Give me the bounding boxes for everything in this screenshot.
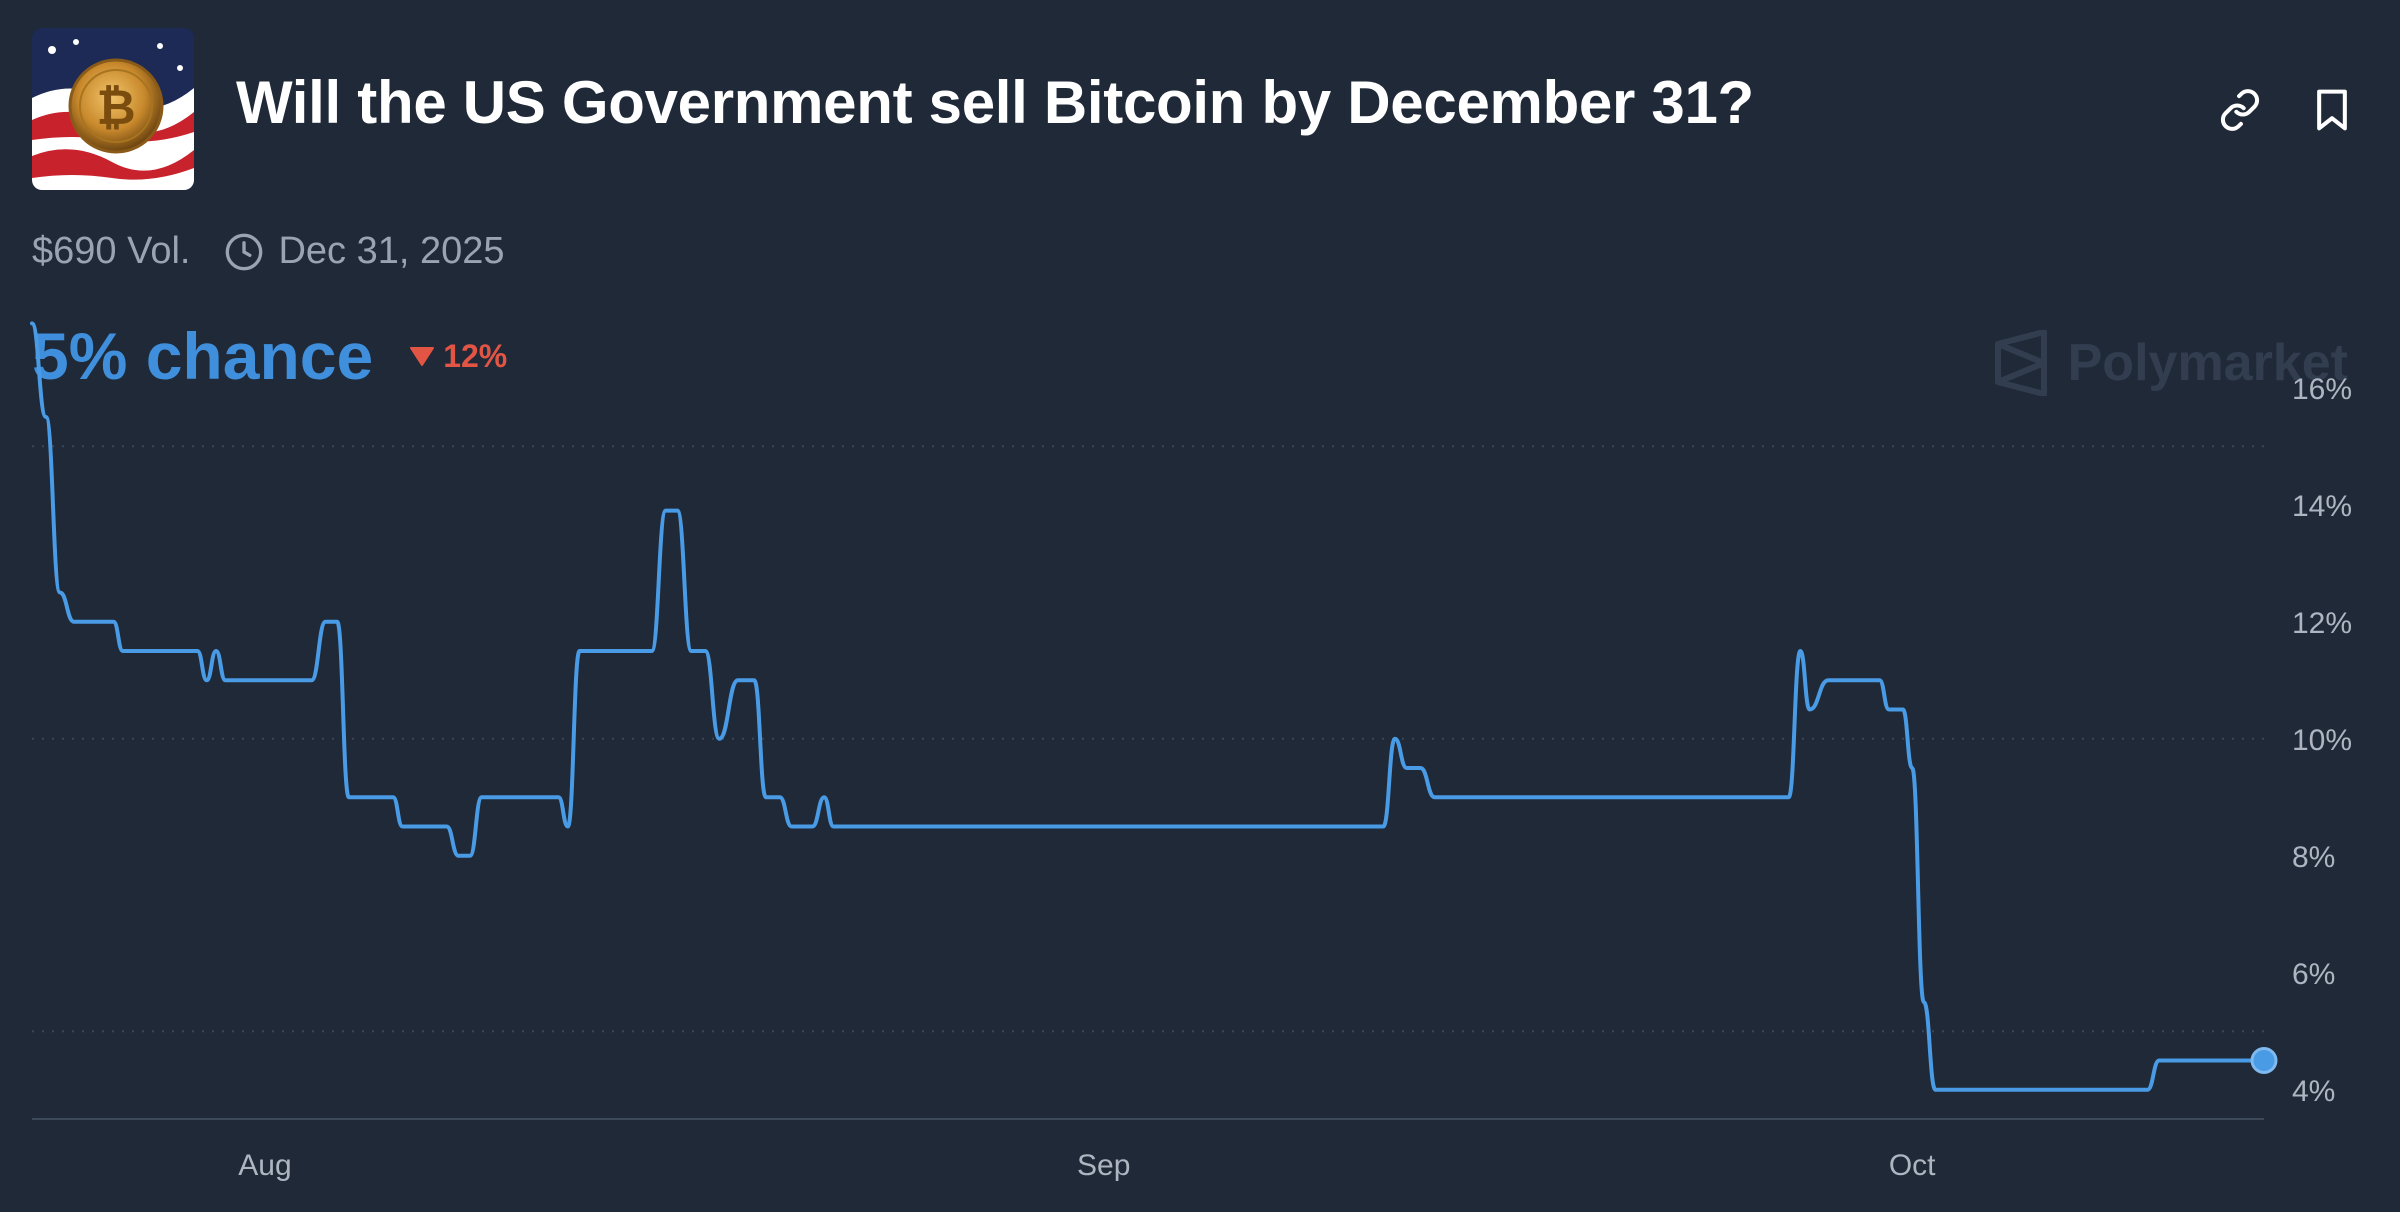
- clock-icon: [224, 232, 264, 272]
- chart-grid: [32, 445, 2264, 1033]
- market-title: Will the US Government sell Bitcoin by D…: [236, 69, 1754, 136]
- y-tick-label: 16%: [2292, 373, 2352, 406]
- series-line: [30, 321, 2266, 1092]
- market-thumbnail: ₿: [32, 28, 194, 190]
- x-tick-label: Oct: [1889, 1149, 1936, 1182]
- polymarket-watermark: Polymarket: [1992, 330, 2348, 396]
- copy-link-button[interactable]: [2210, 80, 2270, 140]
- polymarket-logo-icon: [1992, 330, 2050, 396]
- y-tick-label: 14%: [2292, 490, 2352, 523]
- down-triangle-icon: [409, 345, 435, 367]
- y-tick-label: 12%: [2292, 607, 2352, 640]
- end-date: Dec 31, 2025: [278, 230, 505, 272]
- link-icon: [2220, 89, 2260, 131]
- change-badge: 12%: [409, 338, 507, 375]
- y-tick-label: 4%: [2292, 1075, 2335, 1108]
- x-tick-label: Aug: [238, 1149, 291, 1182]
- brand-name: Polymarket: [2067, 334, 2348, 392]
- y-axis: 4% 6% 8% 10% 12% 14% 16%: [2292, 373, 2352, 1108]
- latest-point-marker[interactable]: [2250, 1047, 2278, 1074]
- volume-label: $690 Vol.: [32, 230, 191, 272]
- y-tick-label: 10%: [2292, 724, 2352, 757]
- y-tick-label: 6%: [2292, 958, 2335, 991]
- x-tick-label: Sep: [1077, 1149, 1130, 1182]
- bookmark-button[interactable]: [2302, 80, 2362, 140]
- chart-series: [30, 321, 2278, 1092]
- chance-value: 5% chance: [32, 319, 374, 393]
- svg-text:₿: ₿: [96, 80, 135, 136]
- chance-row: 5% chance 12%: [32, 318, 507, 394]
- market-meta: $690 Vol. Dec 31, 2025: [32, 230, 505, 273]
- x-axis: Aug Sep Oct: [238, 1149, 1936, 1182]
- bookmark-icon: [2317, 89, 2347, 131]
- bitcoin-flag-image: ₿: [32, 28, 194, 190]
- change-value: 12%: [443, 337, 508, 374]
- y-tick-label: 8%: [2292, 841, 2335, 874]
